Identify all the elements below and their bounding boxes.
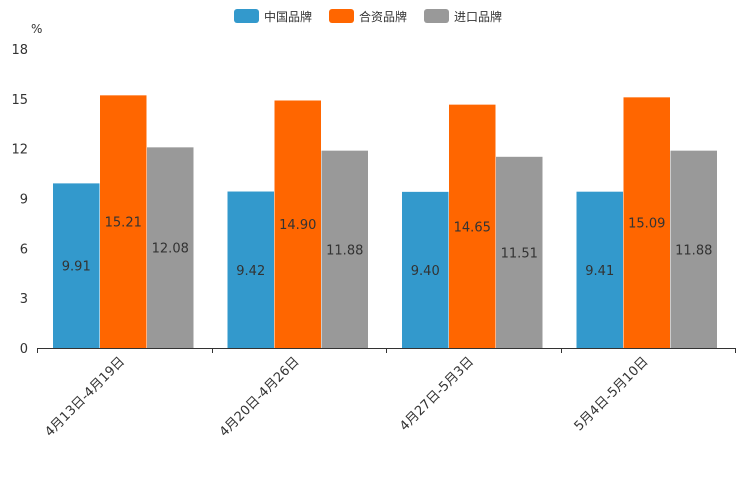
data-label-1-4: 9.41	[585, 264, 614, 279]
legend-swatch-3	[424, 9, 449, 23]
bar-3-3	[496, 156, 543, 348]
data-label-1-2: 9.42	[236, 264, 265, 279]
y-tick-label-15: 15	[11, 93, 28, 108]
legend-label-3: 进口品牌	[454, 10, 502, 24]
legend: 中国品牌 合资品牌 进口品牌	[234, 9, 502, 24]
y-tick-label-3: 3	[20, 292, 28, 307]
x-category-label-1: 4月13日-4月19日	[42, 354, 128, 440]
x-category-label-3: 4月27日-5月3日	[397, 354, 477, 434]
data-label-2-4: 15.09	[628, 217, 665, 232]
data-label-3-4: 11.88	[675, 243, 712, 258]
bar-2-4	[623, 97, 670, 348]
bar-1-4	[576, 191, 623, 348]
legend-swatch-1	[234, 9, 259, 23]
data-label-1-3: 9.40	[411, 264, 440, 279]
y-axis-unit-label: %	[31, 22, 42, 36]
x-category-label-4: 5月4日-5月10日	[572, 354, 652, 434]
data-label-3-1: 12.08	[152, 242, 189, 257]
y-tick-label-12: 12	[11, 143, 28, 158]
y-tick-label-6: 6	[20, 242, 28, 257]
legend-label-2: 合资品牌	[359, 9, 407, 24]
y-tick-label-9: 9	[20, 193, 28, 208]
y-tick-label-0: 0	[20, 342, 28, 357]
y-tick-label-18: 18	[11, 43, 28, 58]
y-axis: 0 3 6 9 12 15 18	[11, 43, 28, 357]
bar-3-4	[670, 150, 717, 348]
x-axis: 4月13日-4月19日 4月20日-4月26日 4月27日-5月3日 5月4日-5月1…	[37, 348, 736, 440]
bar-1-1	[53, 183, 100, 348]
bar-2-3	[449, 104, 496, 349]
bar-1-3	[402, 191, 449, 348]
plot-area: 9.91 15.21 12.08 9.42 14.90 11.88 9.40 14.65 11.…	[53, 95, 717, 349]
legend-label-1: 中国品牌	[264, 9, 312, 24]
data-label-2-2: 14.90	[279, 218, 316, 233]
data-label-3-2: 11.88	[326, 243, 363, 258]
data-label-1-1: 9.91	[62, 260, 91, 275]
legend-swatch-2	[329, 9, 354, 23]
bar-2-2	[274, 100, 321, 348]
bar-3-1	[147, 147, 194, 348]
data-label-2-3: 14.65	[454, 220, 491, 235]
bar-2-1	[100, 95, 147, 348]
data-label-3-3: 11.51	[501, 246, 538, 261]
bar-3-2	[321, 150, 368, 348]
data-label-2-1: 15.21	[105, 216, 142, 231]
x-category-label-2: 4月20日-4月26日	[217, 354, 303, 440]
bar-1-2	[227, 191, 274, 348]
